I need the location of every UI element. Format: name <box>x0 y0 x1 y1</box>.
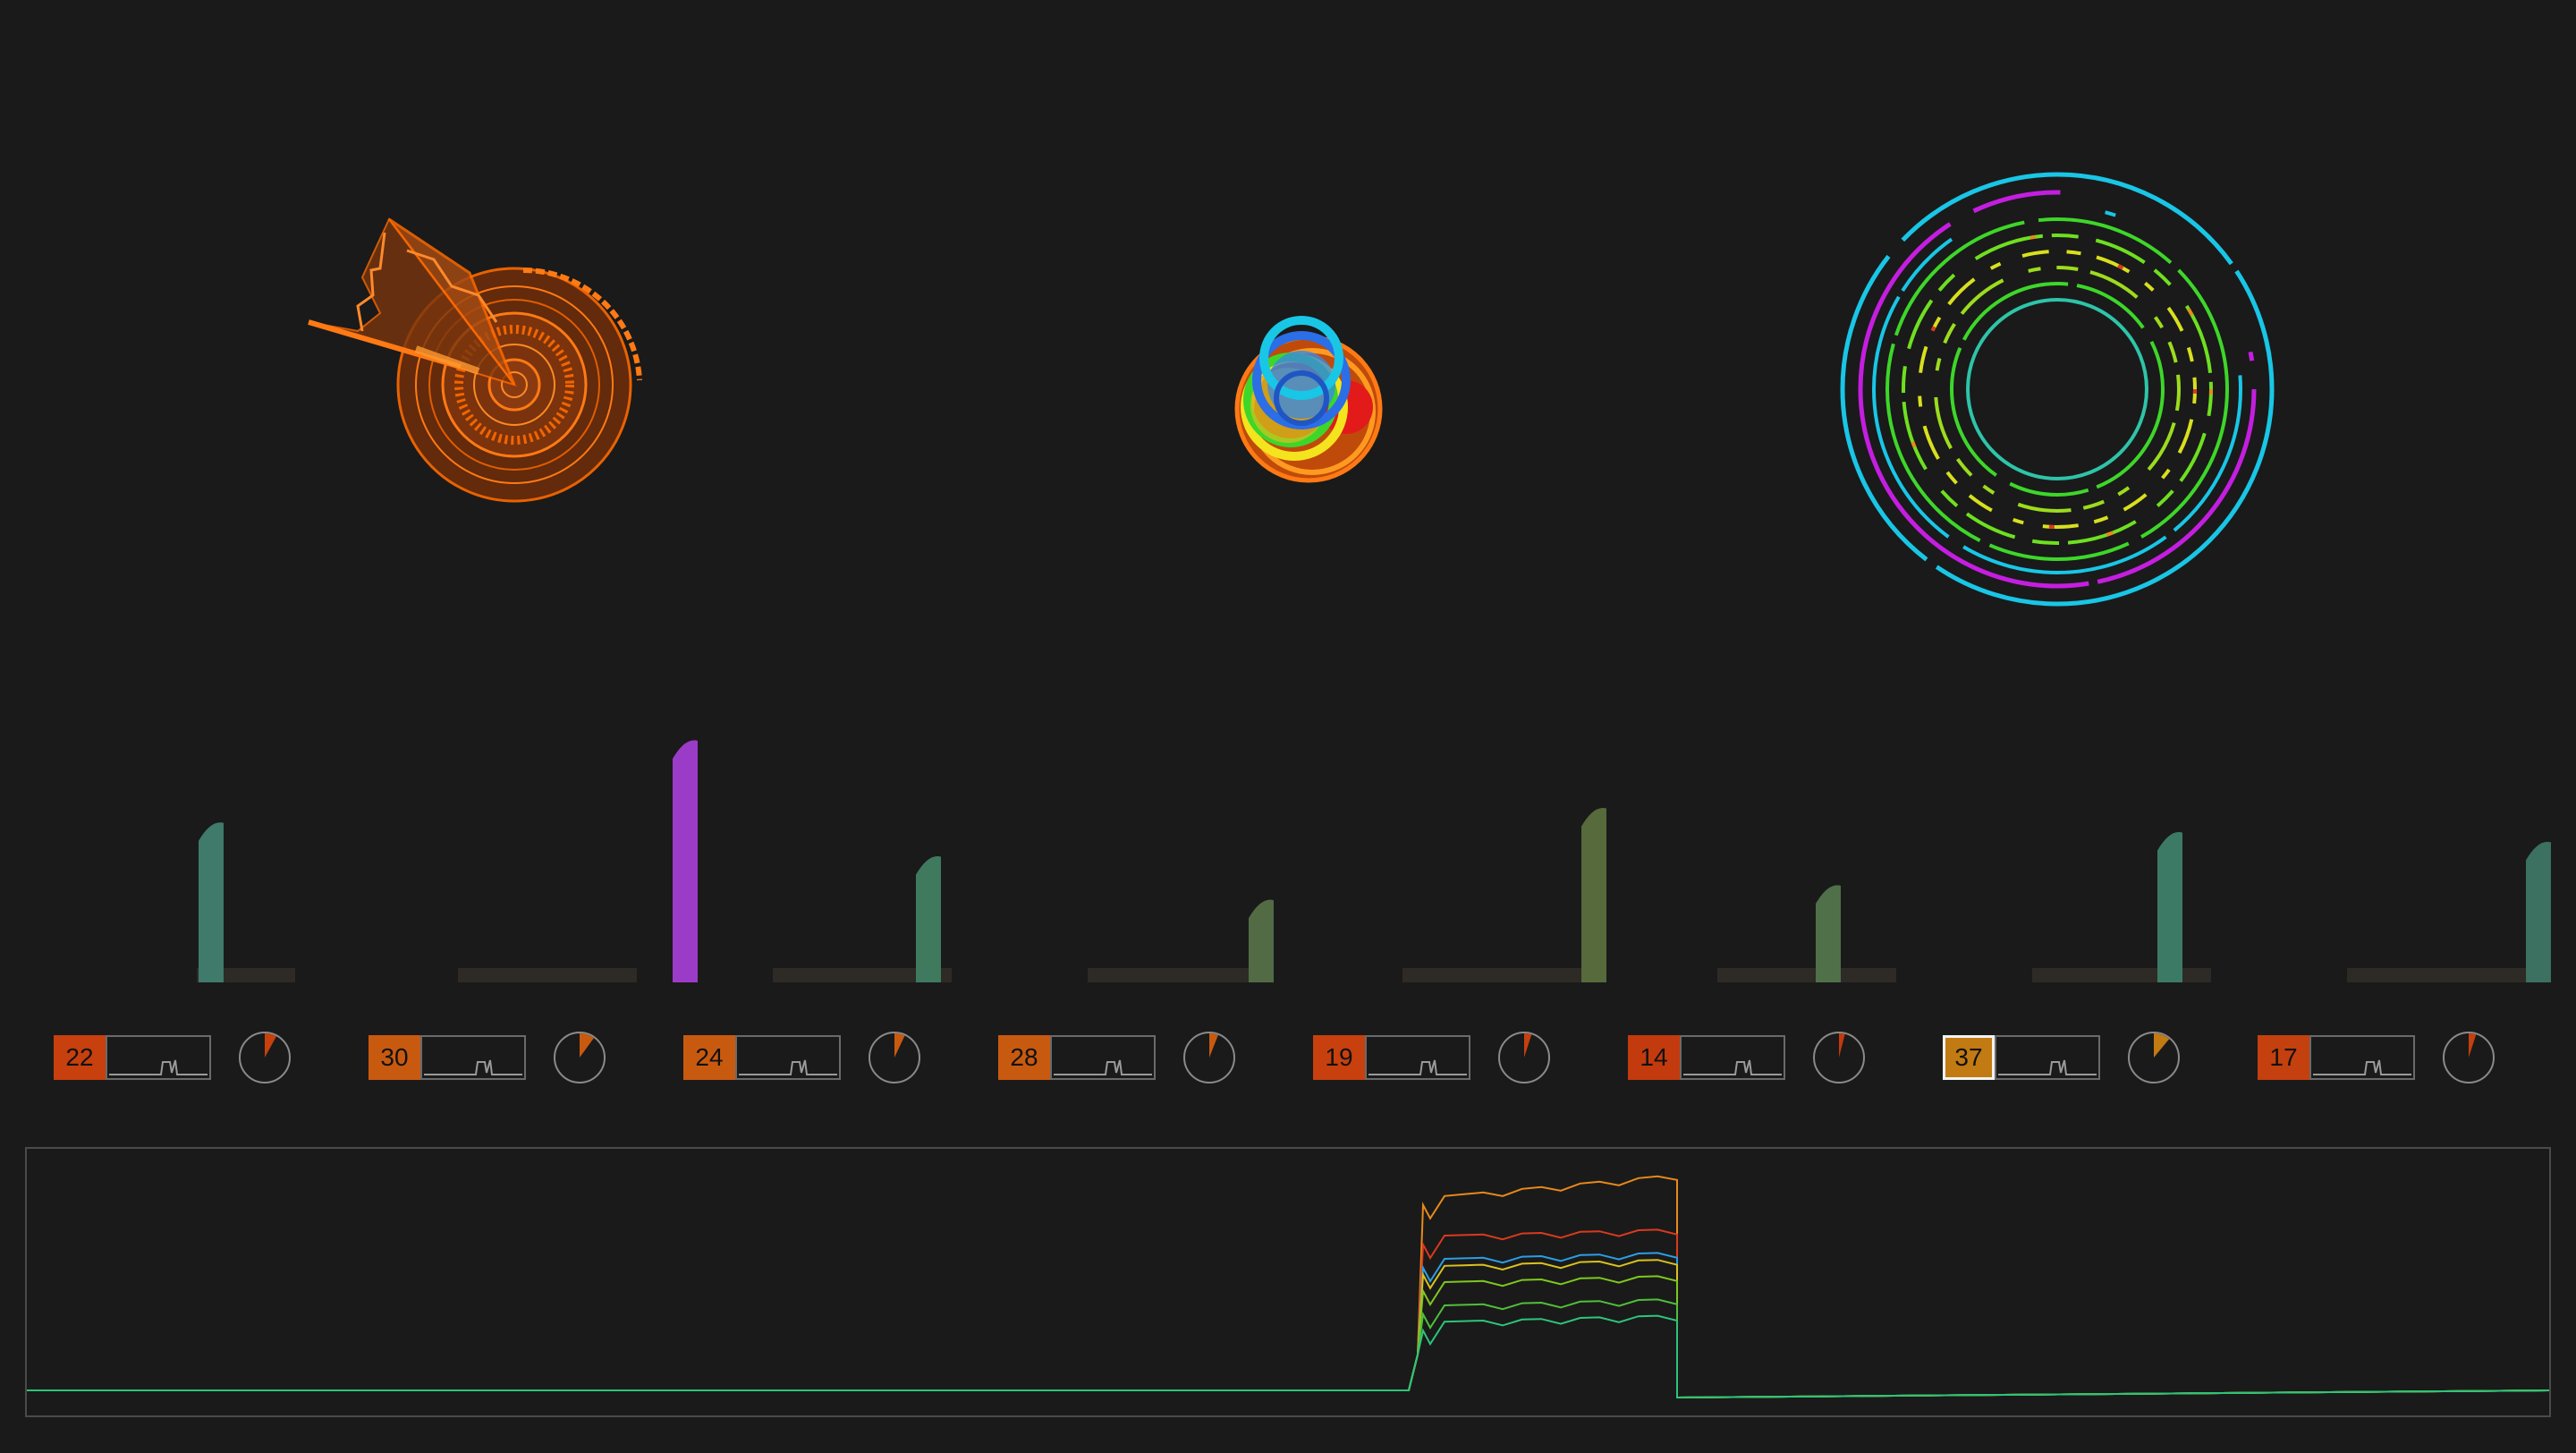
timeline-series-line <box>27 1228 2549 1399</box>
channel-value-badge[interactable]: 14 <box>1628 1035 1680 1080</box>
channel-level-dial[interactable] <box>2442 1031 2496 1084</box>
bar-floor <box>2347 968 2526 982</box>
channel-value-badge[interactable]: 19 <box>1313 1035 1365 1080</box>
bar-floor <box>2032 968 2211 982</box>
timeline-series-line <box>27 1252 2549 1399</box>
bar-floor <box>458 968 637 982</box>
timeline-series-line <box>27 1259 2549 1399</box>
channel-level-dial[interactable] <box>2127 1031 2181 1084</box>
timeline-series-line <box>27 1175 2549 1399</box>
channel-bar <box>1816 885 1841 982</box>
channel-level-dial[interactable] <box>868 1031 921 1084</box>
channel-bar <box>2157 832 2182 982</box>
channel-value-badge[interactable]: 37 <box>1943 1035 1995 1080</box>
bar-floor <box>1088 968 1267 982</box>
channel-value-badge[interactable]: 22 <box>54 1035 106 1080</box>
channel-value-badge[interactable]: 24 <box>683 1035 735 1080</box>
channel-bar <box>1581 808 1606 982</box>
channel-bar <box>199 822 224 982</box>
timeline-chart <box>27 1175 2549 1399</box>
channel-bar <box>916 856 941 982</box>
channel-level-dial[interactable] <box>1182 1031 1236 1084</box>
timeline-series-line <box>27 1314 2549 1399</box>
channel-level-dial[interactable] <box>1812 1031 1866 1084</box>
ring-cluster-visual <box>1234 316 1383 483</box>
bar-floor <box>1402 968 1581 982</box>
channel-sparkline[interactable] <box>106 1035 211 1080</box>
bar-floor <box>773 968 952 982</box>
channel-sparkline[interactable] <box>735 1035 841 1080</box>
channel-sparkline[interactable] <box>1050 1035 1156 1080</box>
channel-sparkline[interactable] <box>1680 1035 1785 1080</box>
channel-level-dial[interactable] <box>553 1031 606 1084</box>
concentric-rings-visual <box>1840 172 2275 607</box>
radar-dial-visual <box>308 217 642 503</box>
channel-bar <box>2526 841 2551 982</box>
channel-value-badge[interactable]: 30 <box>369 1035 420 1080</box>
bar-floor <box>1717 968 1896 982</box>
channel-level-dial[interactable] <box>238 1031 292 1084</box>
channel-value-badge[interactable]: 17 <box>2258 1035 2309 1080</box>
channel-sparkline[interactable] <box>1995 1035 2100 1080</box>
timeline-series-line <box>27 1298 2549 1399</box>
channel-bar <box>1249 899 1274 982</box>
channel-value-badge[interactable]: 28 <box>998 1035 1050 1080</box>
channel-bars <box>197 740 2551 982</box>
channel-sparkline[interactable] <box>420 1035 526 1080</box>
timeline-series-line <box>27 1275 2549 1399</box>
channel-sparkline[interactable] <box>2309 1035 2415 1080</box>
channel-bar <box>673 740 698 982</box>
channel-level-dial[interactable] <box>1497 1031 1551 1084</box>
channel-sparkline[interactable] <box>1365 1035 1470 1080</box>
timeline-panel[interactable] <box>25 1147 2551 1417</box>
